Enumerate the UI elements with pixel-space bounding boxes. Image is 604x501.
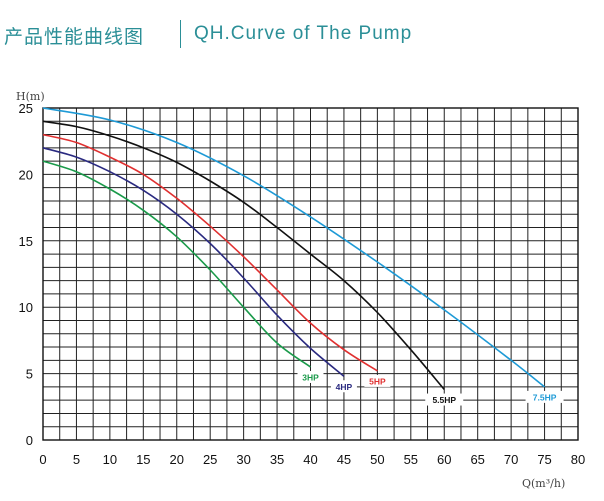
x-axis-label: Q(m³/h) bbox=[522, 477, 565, 490]
series-line-4hp bbox=[42, 147, 345, 377]
x-tick-label: 20 bbox=[170, 452, 184, 467]
series-label-bg-4hp bbox=[330, 380, 357, 393]
x-tick-label: 45 bbox=[337, 452, 351, 467]
series-label-4hp: 4HP bbox=[336, 382, 353, 392]
y-axis-label: H(m) bbox=[16, 90, 45, 103]
x-tick-label: 70 bbox=[504, 452, 518, 467]
y-tick-label: 25 bbox=[19, 101, 33, 116]
series-label-5-5hp: 5.5HP bbox=[432, 395, 456, 405]
series-label-5hp: 5HP bbox=[369, 376, 386, 386]
x-tick-label: 15 bbox=[136, 452, 150, 467]
x-tick-label: 60 bbox=[437, 452, 451, 467]
x-tick-label: 0 bbox=[39, 452, 46, 467]
series-line-5hp bbox=[42, 133, 378, 372]
series-line-3hp bbox=[42, 160, 311, 368]
series-label-bg-5-5hp bbox=[425, 393, 464, 406]
title-english: QH.Curve of The Pump bbox=[194, 23, 413, 44]
series-label-3hp: 3HP bbox=[302, 372, 319, 382]
y-tick-label: 5 bbox=[26, 367, 33, 382]
title-separator bbox=[180, 20, 181, 48]
title-chinese: 产品性能曲线图 bbox=[4, 26, 145, 48]
x-tick-label: 65 bbox=[470, 452, 484, 467]
series-line-5-5hp bbox=[42, 120, 445, 391]
x-tick-label: 25 bbox=[203, 452, 217, 467]
y-tick-label: 20 bbox=[19, 167, 33, 182]
series-label-bg-7-5hp bbox=[525, 390, 564, 403]
y-tick-label: 10 bbox=[19, 300, 33, 315]
x-tick-label: 50 bbox=[370, 452, 384, 467]
plot-frame bbox=[42, 107, 579, 441]
series-label-bg-5hp bbox=[364, 374, 391, 387]
x-tick-label: 35 bbox=[270, 452, 284, 467]
y-tick-label: 15 bbox=[19, 234, 33, 249]
x-tick-label: 40 bbox=[303, 452, 317, 467]
x-tick-label: 10 bbox=[103, 452, 117, 467]
series-line-7-5hp bbox=[42, 107, 546, 388]
x-tick-label: 5 bbox=[73, 452, 80, 467]
y-tick-label: 0 bbox=[26, 433, 33, 448]
page-header: 产品性能曲线图 QH.Curve of The Pump bbox=[0, 18, 604, 52]
x-tick-label: 80 bbox=[571, 452, 585, 467]
x-tick-label: 30 bbox=[236, 452, 250, 467]
series-label-7-5hp: 7.5HP bbox=[533, 392, 557, 402]
series-label-bg-3hp bbox=[297, 370, 324, 383]
x-tick-label: 55 bbox=[404, 452, 418, 467]
x-tick-label: 75 bbox=[537, 452, 551, 467]
